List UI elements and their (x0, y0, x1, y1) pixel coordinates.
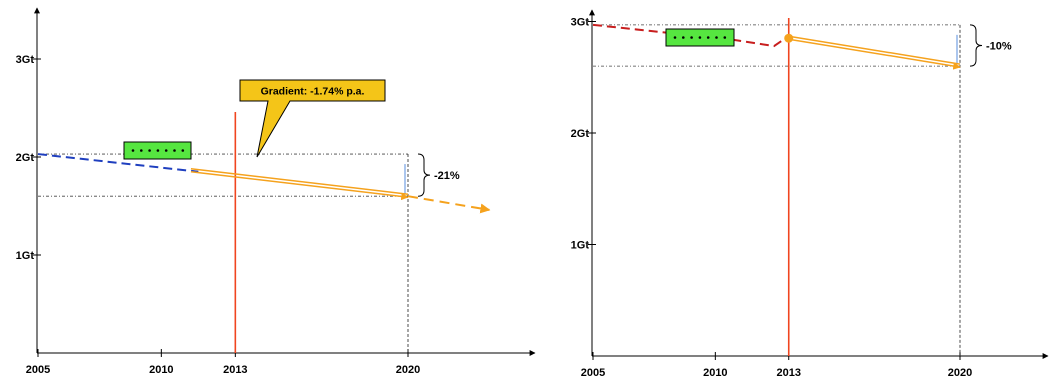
data-point-dot (723, 36, 727, 39)
x-tick-label: 2020 (396, 364, 420, 376)
data-point-dot (164, 149, 168, 152)
trend-line-lower (788, 38, 961, 70)
historical-line (592, 23, 785, 48)
gradient-callout (239, 79, 386, 158)
data-point-dot (698, 36, 702, 39)
y-tick-label: 3Gt (571, 17, 590, 29)
change-brace (969, 24, 983, 67)
x-tick-label: 2005 (26, 364, 50, 376)
y-tick-label: 2Gt (571, 128, 590, 140)
historical-line (37, 153, 199, 173)
gradient-callout-text: Gradient: -1.74% p.a. (261, 86, 365, 98)
x-tick-label: 2013 (223, 364, 247, 376)
extrapolation-line (407, 195, 491, 214)
data-point-dot (156, 149, 160, 152)
y-tick-label: 1Gt (16, 250, 35, 262)
data-point-dot (682, 36, 685, 39)
x-tick-label: 2013 (776, 367, 800, 378)
start-point-marker (784, 33, 794, 43)
data-point-dot (690, 36, 693, 39)
y-tick-label: 1Gt (571, 240, 590, 252)
data-point-dot (181, 149, 185, 152)
x-tick-label: 2005 (581, 367, 605, 378)
trend-line-lower (190, 170, 409, 201)
data-point-dot (148, 149, 151, 152)
left-chart: 1Gt 2Gt 3Gt 2005 2010 2013 2020 -21% Gradient: -… (16, 7, 536, 376)
data-point-dot (673, 36, 677, 39)
change-label: -10% (986, 40, 1012, 52)
trend-line-upper (788, 35, 961, 65)
trend-line-upper (190, 167, 409, 195)
data-point-dot (131, 149, 135, 152)
y-tick-label: 3Gt (16, 54, 35, 66)
data-point-dot (173, 149, 176, 152)
change-label: -21% (434, 170, 460, 182)
change-brace (417, 153, 431, 197)
y-tick-label: 2Gt (16, 152, 35, 164)
x-tick-label: 2010 (149, 364, 173, 376)
data-point-dot (715, 36, 718, 39)
x-tick-label: 2020 (948, 367, 972, 378)
right-chart: 1Gt 2Gt 3Gt 2005 2010 2013 2020 -10% (571, 9, 1049, 378)
x-tick-label: 2010 (703, 367, 727, 378)
data-point-dot (706, 36, 710, 39)
data-point-dot (140, 149, 143, 152)
